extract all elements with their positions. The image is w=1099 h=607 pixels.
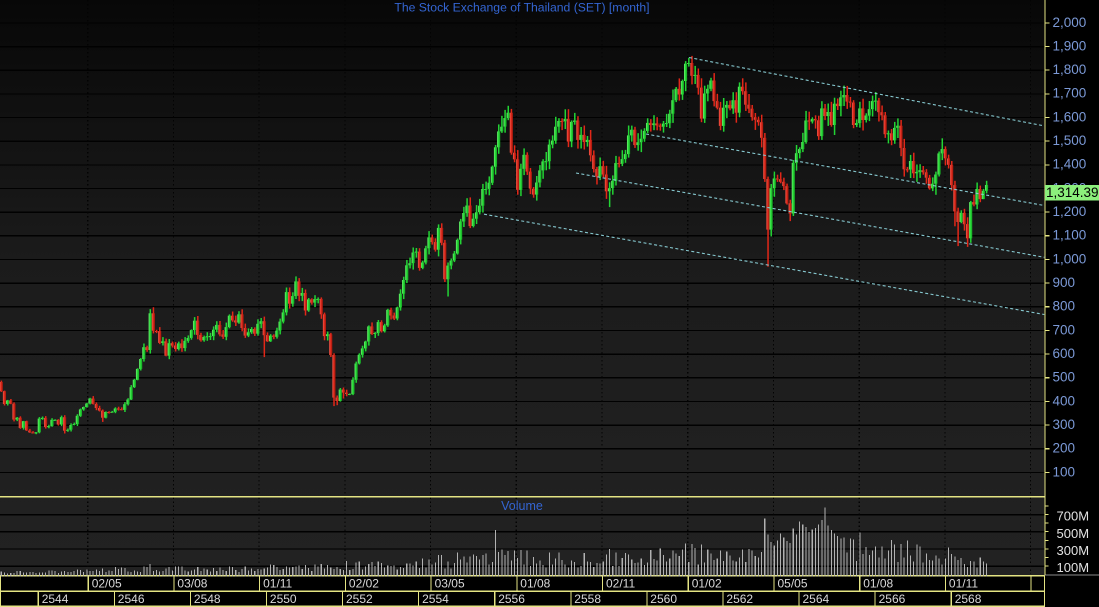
svg-text:2564: 2564 <box>803 592 830 606</box>
svg-text:2554: 2554 <box>422 592 449 606</box>
svg-text:01/08: 01/08 <box>863 577 893 591</box>
svg-text:The Stock Exchange of Thailand: The Stock Exchange of Thailand (SET) [mo… <box>394 0 649 14</box>
svg-text:800: 800 <box>1053 299 1076 314</box>
svg-text:1,900: 1,900 <box>1053 38 1087 53</box>
svg-text:1,700: 1,700 <box>1053 86 1087 101</box>
svg-text:600: 600 <box>1053 346 1076 361</box>
svg-text:2546: 2546 <box>118 592 145 606</box>
svg-text:900: 900 <box>1053 275 1076 290</box>
svg-text:02/11: 02/11 <box>606 577 635 591</box>
svg-text:1,200: 1,200 <box>1053 204 1087 219</box>
svg-text:2560: 2560 <box>650 592 677 606</box>
svg-text:01/11: 01/11 <box>949 577 978 591</box>
svg-text:400: 400 <box>1053 393 1076 408</box>
svg-text:01/11: 01/11 <box>263 577 292 591</box>
svg-text:2550: 2550 <box>270 592 297 606</box>
svg-text:01/08: 01/08 <box>520 577 550 591</box>
svg-text:02/02: 02/02 <box>349 577 379 591</box>
svg-text:2544: 2544 <box>42 592 69 606</box>
svg-text:2552: 2552 <box>346 592 373 606</box>
svg-text:500M: 500M <box>1057 526 1090 541</box>
svg-text:05/05: 05/05 <box>778 577 808 591</box>
svg-text:2,000: 2,000 <box>1053 15 1087 30</box>
svg-text:2566: 2566 <box>879 592 906 606</box>
svg-text:01/02: 01/02 <box>692 577 722 591</box>
svg-text:1,400: 1,400 <box>1053 157 1087 172</box>
svg-text:02/05: 02/05 <box>92 577 122 591</box>
svg-text:2548: 2548 <box>194 592 221 606</box>
svg-text:200: 200 <box>1053 441 1076 456</box>
svg-text:500: 500 <box>1053 370 1076 385</box>
svg-text:300: 300 <box>1053 417 1076 432</box>
svg-text:100: 100 <box>1053 464 1076 479</box>
svg-text:2568: 2568 <box>955 592 982 606</box>
svg-text:1,000: 1,000 <box>1053 251 1087 266</box>
svg-text:2558: 2558 <box>574 592 601 606</box>
svg-text:300M: 300M <box>1057 543 1090 558</box>
svg-text:700M: 700M <box>1057 509 1090 524</box>
svg-text:2556: 2556 <box>498 592 525 606</box>
svg-text:03/08: 03/08 <box>177 577 207 591</box>
svg-text:1,600: 1,600 <box>1053 109 1087 124</box>
svg-text:Volume: Volume <box>501 499 543 513</box>
svg-text:1,100: 1,100 <box>1053 228 1087 243</box>
svg-text:1,800: 1,800 <box>1053 62 1087 77</box>
svg-text:1,500: 1,500 <box>1053 133 1087 148</box>
svg-text:700: 700 <box>1053 322 1076 337</box>
svg-text:03/05: 03/05 <box>435 577 465 591</box>
svg-text:1,314.39: 1,314.39 <box>1046 185 1099 200</box>
svg-text:100M: 100M <box>1057 560 1090 575</box>
svg-text:2562: 2562 <box>726 592 753 606</box>
